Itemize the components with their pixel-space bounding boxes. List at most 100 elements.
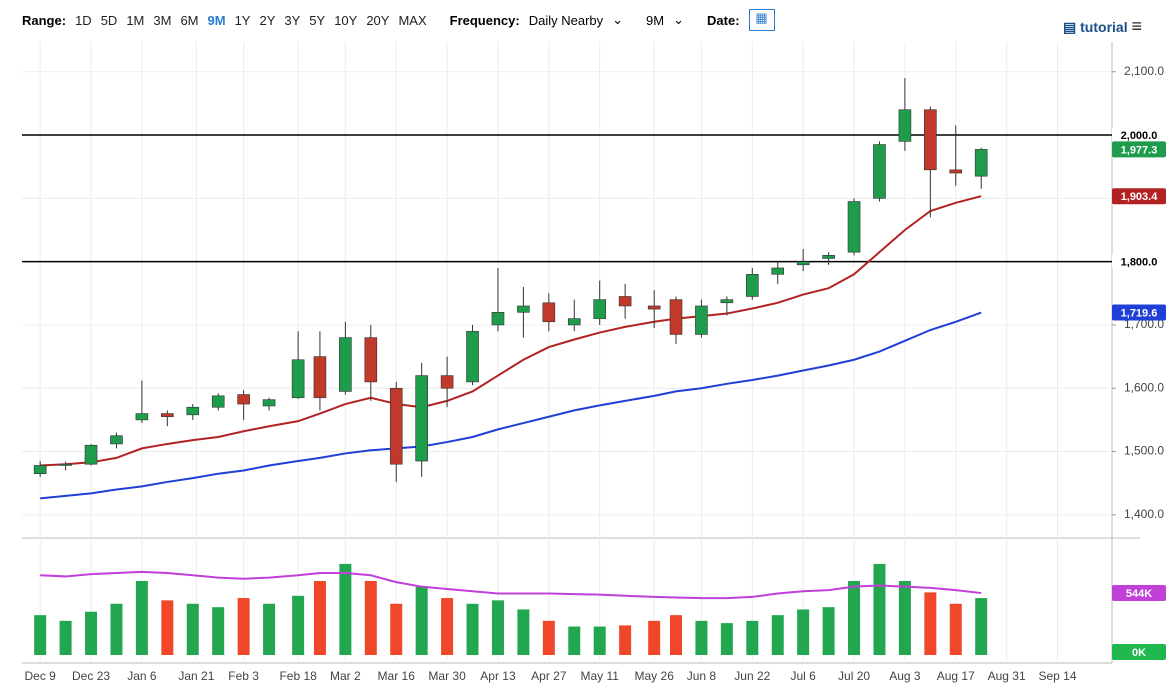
candle-body [440, 375, 454, 389]
candle-body [186, 406, 200, 416]
volume-tick-label: 0K [1132, 647, 1146, 659]
x-tick-label: Aug 17 [937, 669, 975, 683]
candle-body [33, 465, 47, 475]
volume-bar [491, 600, 504, 655]
volume-bar [517, 609, 530, 655]
volume-bar [263, 603, 276, 655]
range-button[interactable]: 6M [180, 12, 199, 28]
line-end-label-bg [1112, 585, 1166, 602]
volume-bar [59, 620, 72, 655]
candle-body [618, 296, 632, 307]
period-select[interactable]: 9M [646, 12, 665, 28]
y-tick-label: 1,500.0 [1124, 444, 1164, 458]
range-buttons: 1D 5D 1M 3M 6M 9M 1Y 2Y 3Y 5Y 10Y 20Y MAX [75, 13, 427, 28]
candle-body [924, 109, 937, 171]
date-picker[interactable]: ▦ [748, 9, 775, 31]
x-tick-label: Jul 6 [790, 669, 816, 683]
x-tick-label: Feb 3 [228, 669, 259, 683]
volume-bar [619, 625, 632, 655]
candle-body [59, 463, 72, 466]
candle-body [647, 305, 661, 310]
volume-bar [212, 607, 225, 655]
range-button[interactable]: 10Y [334, 12, 358, 28]
x-tick-label: Apr 13 [480, 669, 516, 683]
candle-body [415, 375, 428, 462]
frequency-label: Frequency: [449, 12, 520, 28]
candle-body [567, 318, 581, 326]
hline-label: 2,000.0 [1121, 130, 1158, 142]
volume-bar [34, 615, 47, 655]
volume-bar [186, 603, 199, 655]
volume-bar [542, 620, 555, 655]
range-button[interactable]: 2Y [259, 12, 276, 28]
volume-bar [949, 603, 962, 655]
hline-label: 1,800.0 [1121, 257, 1158, 269]
volume-bar [898, 580, 911, 655]
line-end-label-bg [1112, 188, 1166, 205]
candle-body [517, 305, 530, 313]
line-end-label: 544K [1126, 588, 1152, 600]
range-button[interactable]: 5D [100, 12, 118, 28]
x-tick-label: Sep 14 [1038, 669, 1076, 683]
volume-bar [975, 598, 988, 655]
x-tick-label: Jun 22 [734, 669, 770, 683]
hline-label-bg [1112, 253, 1166, 270]
x-tick-label: Feb 18 [279, 669, 317, 683]
range-button[interactable]: 9M [207, 12, 226, 28]
volume-bar [822, 607, 835, 655]
x-tick-label: Jan 21 [178, 669, 214, 683]
volume-bar [339, 563, 352, 655]
volume-bar [110, 603, 123, 655]
line-end-label: 1,719.6 [1121, 307, 1158, 319]
x-tick-label: May 11 [580, 669, 619, 683]
candle-body [262, 399, 276, 407]
volume-bar [797, 609, 810, 655]
candle-body [847, 201, 861, 253]
candle-body [949, 169, 963, 174]
candle-body [491, 311, 505, 326]
line-end-label: 1,903.4 [1121, 191, 1159, 203]
candle-body [720, 299, 734, 304]
y-tick-label: 2,100.0 [1124, 64, 1164, 78]
candle-body [974, 149, 988, 177]
tutorial-link[interactable]: ▤ tutorial ≡ [1063, 16, 1142, 36]
volume-bar [848, 580, 861, 655]
candle-body [291, 359, 305, 399]
toolbar: Range: 1D 5D 1M 3M 6M 9M 1Y 2Y 3Y 5Y 10Y 20Y MAX Fre… [0, 0, 1166, 40]
volume-bar [924, 592, 937, 655]
candle-body [771, 267, 785, 275]
x-tick-label: Jun 8 [687, 669, 717, 683]
volume-bar [415, 586, 428, 655]
range-button[interactable]: 3Y [284, 12, 301, 28]
candle-body [389, 387, 403, 465]
range-button[interactable]: 1D [75, 12, 92, 28]
candle-body [898, 109, 912, 142]
frequency-select[interactable]: Daily Nearby [528, 12, 604, 28]
volume-bar [670, 615, 682, 655]
x-tick-label: Aug 3 [889, 669, 921, 683]
range-button[interactable]: 1M [126, 12, 145, 28]
candle-body [822, 255, 835, 259]
candle-body [745, 274, 759, 297]
volume-bar [648, 620, 661, 655]
volume-bar [237, 598, 250, 655]
x-tick-label: Jul 20 [838, 669, 870, 683]
candle-body [466, 330, 479, 383]
candle-body [313, 356, 327, 399]
range-button[interactable]: 20Y [366, 12, 390, 28]
range-button[interactable]: 1Y [234, 12, 251, 28]
candle-body [695, 305, 708, 335]
x-tick-label: Mar 2 [330, 669, 361, 683]
range-button[interactable]: 3M [153, 12, 172, 28]
x-tick-label: Mar 16 [378, 669, 416, 683]
candle-body [593, 299, 607, 319]
y-tick-label: 1,600.0 [1124, 380, 1164, 394]
x-tick-label: Dec 9 [24, 669, 56, 683]
volume-bar [292, 595, 305, 655]
volume-bar [771, 615, 784, 655]
range-button[interactable]: MAX [398, 12, 427, 28]
range-button[interactable]: 5Y [309, 12, 326, 28]
volume-bar [390, 603, 403, 655]
